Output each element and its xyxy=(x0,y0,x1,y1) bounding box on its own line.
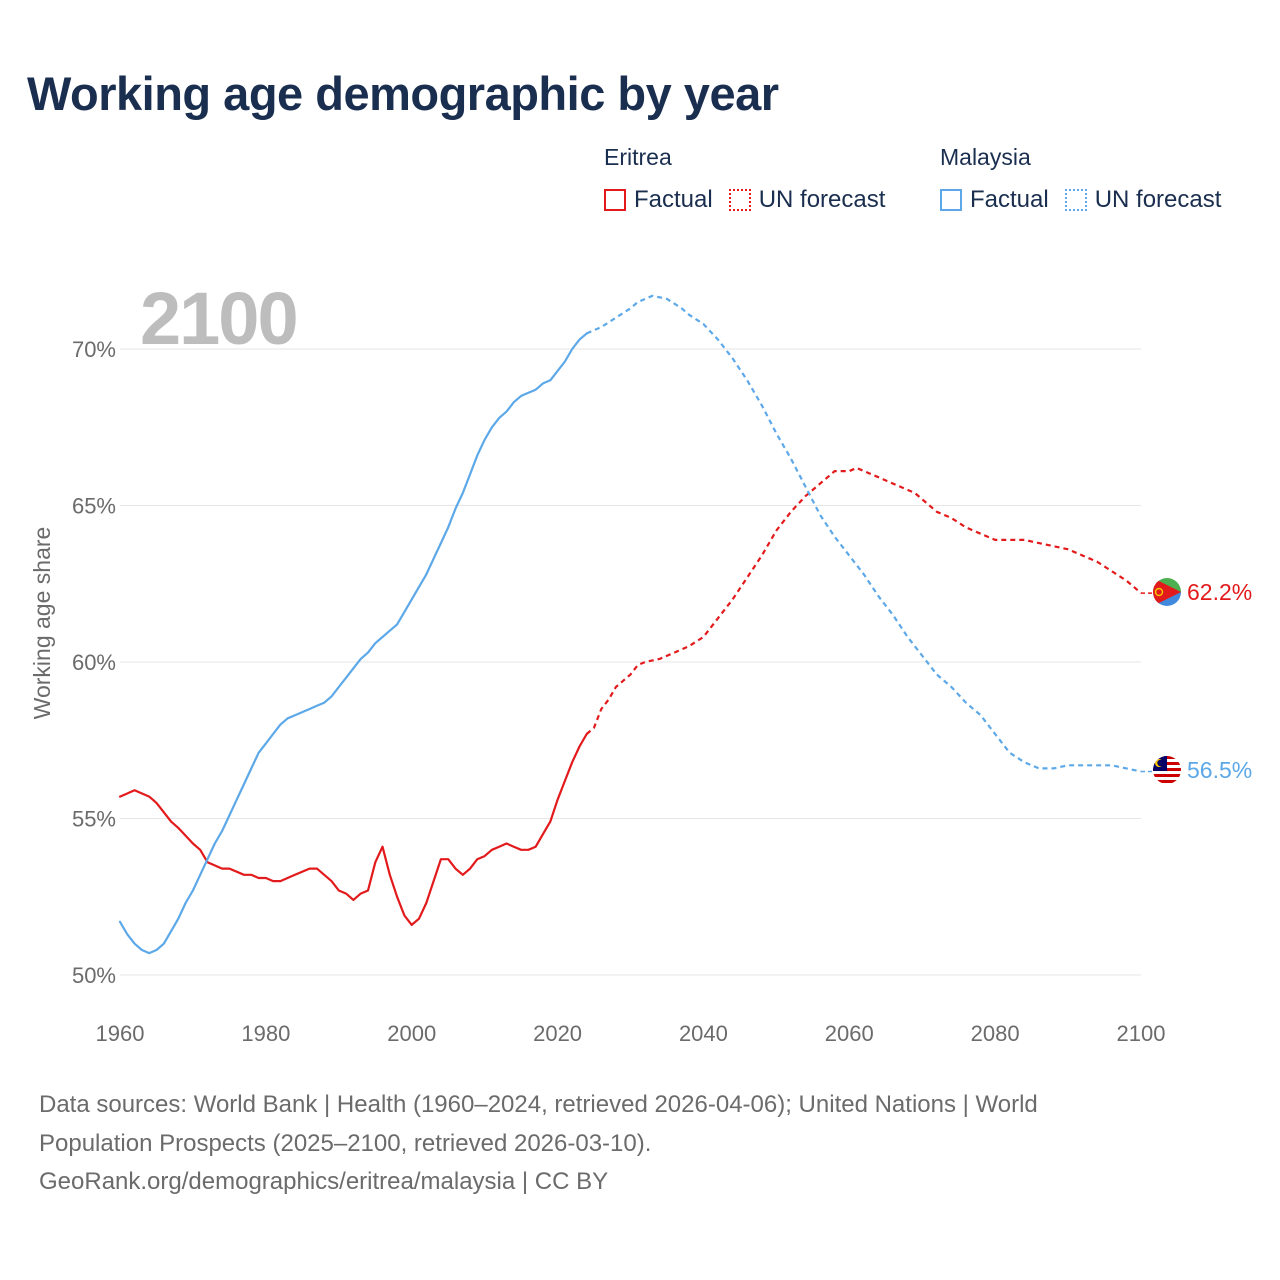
legend-swatch-solid xyxy=(940,189,962,211)
legend-country-eritrea: Eritrea xyxy=(604,144,672,170)
legend-swatch-solid xyxy=(604,189,626,211)
legend-malaysia-factual[interactable]: Factual xyxy=(940,186,1049,214)
x-tick-label: 2040 xyxy=(679,1021,728,1046)
malaysia-flag-icon xyxy=(1153,756,1181,784)
footer-source: Data sources: World Bank | Health (1960–… xyxy=(39,1086,1239,1202)
footer-line-3[interactable]: GeoRank.org/demographics/eritrea/malaysi… xyxy=(39,1168,609,1195)
eritrea-end-label: 62.2% xyxy=(1187,579,1252,605)
x-tick-label: 2080 xyxy=(971,1021,1020,1046)
legend-label: Factual xyxy=(970,186,1049,213)
eritrea-flag-icon xyxy=(1153,578,1181,606)
legend-eritrea-factual[interactable]: Factual xyxy=(604,186,713,214)
year-watermark: 2100 xyxy=(140,277,299,360)
legend-label: UN forecast xyxy=(758,186,886,213)
legend-eritrea-forecast[interactable]: UN forecast xyxy=(728,186,886,214)
y-tick-label: 65% xyxy=(72,494,116,519)
legend-swatch-dotted xyxy=(728,189,751,211)
eritrea-forecast-line xyxy=(585,466,1142,735)
y-tick-label: 60% xyxy=(72,650,116,675)
y-tick-label: 70% xyxy=(72,337,116,362)
legend-group-malaysia: Malaysia Factual UN forecast xyxy=(940,144,1221,214)
legend-swatch-dotted xyxy=(1064,189,1087,211)
legend-group-eritrea: Eritrea Factual UN forecast xyxy=(604,144,885,214)
malaysia-forecast-line xyxy=(586,294,1142,773)
y-tick-label: 55% xyxy=(72,807,116,832)
malaysia-factual-line xyxy=(118,332,588,955)
legend-label: UN forecast xyxy=(1094,186,1222,213)
x-tick-label: 2100 xyxy=(1117,1021,1166,1046)
x-tick-label: 1960 xyxy=(96,1021,145,1046)
malaysia-end-label: 56.5% xyxy=(1187,757,1252,783)
footer-line-1: Data sources: World Bank | Health (1960–… xyxy=(39,1091,1038,1118)
y-tick-label: 50% xyxy=(72,963,116,988)
legend-label: Factual xyxy=(634,186,713,213)
y-axis-label: Working age share xyxy=(29,527,55,720)
legend-country-malaysia: Malaysia xyxy=(940,144,1031,170)
line-chart: 50% 55% 60% 65% 70% 1960 1980 2000 2020 2040 2060 2… xyxy=(29,294,1252,1046)
x-tick-label: 2060 xyxy=(825,1021,874,1046)
footer-line-2: Population Prospects (2025–2100, retriev… xyxy=(39,1129,652,1157)
legend-malaysia-forecast[interactable]: UN forecast xyxy=(1064,186,1222,214)
eritrea-factual-line xyxy=(118,732,588,926)
x-tick-label: 2000 xyxy=(387,1021,436,1046)
chart-title: Working age demographic by year xyxy=(27,67,779,120)
x-tick-label: 2020 xyxy=(533,1021,582,1046)
x-tick-label: 1980 xyxy=(241,1021,290,1046)
